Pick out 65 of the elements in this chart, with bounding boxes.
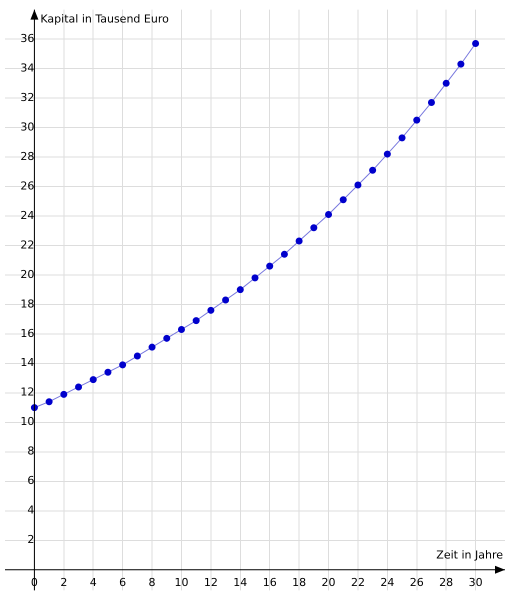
- y-tick-label: 20: [20, 268, 34, 281]
- x-tick-label: 10: [174, 576, 188, 590]
- y-tick-label: 32: [20, 90, 34, 104]
- y-tick-label: 18: [20, 297, 34, 310]
- point: [46, 398, 53, 406]
- point: [104, 368, 112, 376]
- point: [163, 334, 170, 342]
- x-axis-title: Zeit in Jahre: [436, 548, 504, 562]
- y-tick-label: 4: [27, 504, 34, 517]
- y-tick-label: 12: [20, 386, 34, 399]
- y-tick-label: 24: [20, 208, 34, 222]
- x-tick-label: 6: [119, 576, 126, 590]
- y-tick-label: 16: [20, 326, 34, 340]
- point: [428, 98, 435, 106]
- point: [236, 286, 244, 294]
- y-tick-label: 34: [20, 61, 34, 74]
- x-tick-label: 28: [439, 576, 454, 590]
- point: [325, 211, 332, 218]
- x-tick-label: 30: [468, 576, 483, 590]
- point: [369, 166, 376, 174]
- y-tick-label: 2: [27, 533, 34, 546]
- point: [340, 196, 347, 204]
- point: [60, 390, 68, 398]
- y-tick-label: 8: [27, 444, 34, 458]
- point: [413, 116, 420, 124]
- point: [207, 306, 214, 314]
- x-tick-label: 18: [292, 576, 306, 590]
- y-axis-title: Kapital in Tausend Euro: [40, 12, 170, 26]
- y-tick-label: 30: [20, 120, 34, 134]
- x-tick-label: 8: [148, 576, 156, 590]
- point: [457, 60, 464, 68]
- y-tick-label: 6: [27, 474, 34, 488]
- point: [134, 352, 141, 360]
- x-tick-label: 4: [90, 576, 97, 590]
- point: [75, 383, 82, 390]
- y-tick-label: 26: [20, 179, 34, 192]
- point: [384, 150, 391, 158]
- point: [266, 262, 274, 270]
- y-tick-label: 22: [20, 238, 34, 252]
- point: [398, 134, 406, 142]
- point: [148, 344, 156, 351]
- point: [280, 250, 288, 258]
- point: [310, 224, 318, 232]
- x-tick-label: 2: [60, 576, 68, 590]
- x-tick-label: 24: [380, 576, 394, 590]
- point: [296, 238, 303, 245]
- point: [192, 317, 200, 324]
- y-tick-label: 36: [20, 32, 34, 45]
- point: [442, 80, 450, 87]
- y-tick-label: 28: [20, 150, 34, 163]
- x-tick-label: 14: [233, 576, 248, 590]
- point: [90, 376, 97, 384]
- x-tick-label: 26: [410, 576, 424, 590]
- y-tick-label: 10: [20, 415, 34, 428]
- x-tick-label: 16: [262, 576, 277, 590]
- point: [222, 296, 230, 304]
- x-tick-label: 12: [204, 576, 218, 590]
- x-tick-label: 20: [322, 576, 336, 590]
- point: [119, 361, 126, 368]
- x-tick-label: 22: [350, 576, 365, 590]
- point: [472, 40, 480, 48]
- point: [354, 182, 362, 189]
- point: [252, 274, 258, 282]
- point: [178, 326, 185, 333]
- y-tick-label: 14: [20, 356, 34, 370]
